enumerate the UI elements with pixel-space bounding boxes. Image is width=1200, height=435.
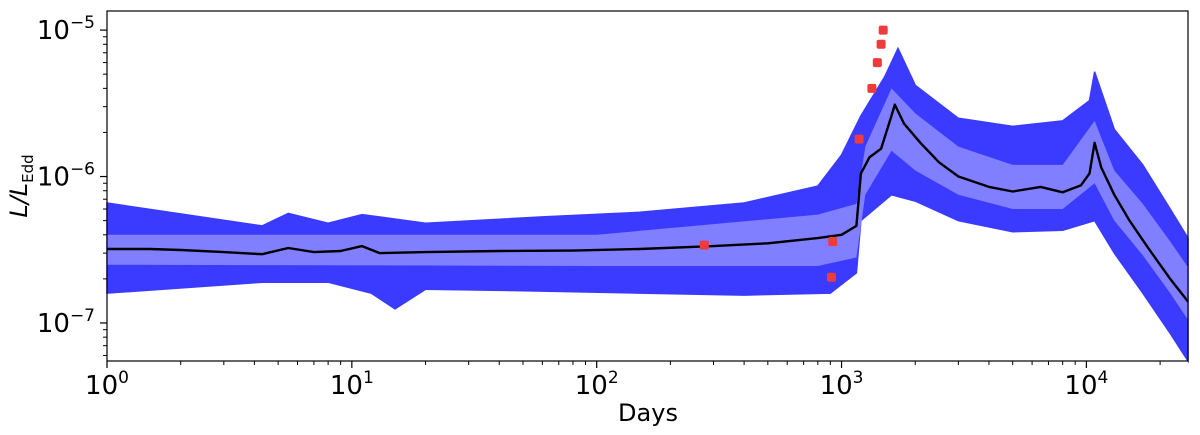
uncertainty-bands: [106, 46, 1189, 364]
x-tick-label-4: 104: [1064, 368, 1108, 401]
observation-point-7: [876, 39, 886, 49]
x-tick-label-0: 100: [85, 368, 129, 401]
observation-point-4: [854, 134, 864, 144]
x-tick-label-3: 103: [820, 368, 864, 401]
y-axis-ticks: 10−7 10−6 10−5: [37, 13, 107, 356]
y-tick-label-1: 10−6: [37, 160, 95, 193]
observation-point-5: [867, 83, 877, 93]
plot-frame: [106, 10, 1189, 362]
x-tick-label-1: 101: [330, 368, 374, 401]
y-axis-title-main: L/L: [5, 183, 33, 218]
y-tick-label-0: 10−7: [37, 306, 95, 339]
x-axis-ticks: 100 101 102 103 104: [85, 361, 1161, 401]
observation-point-6: [872, 58, 882, 68]
x-axis-title: Days: [618, 399, 678, 427]
y-axis-title-subscript: Edd: [19, 154, 37, 183]
median-line: [107, 103, 1189, 303]
y-axis-title: L/LEdd: [5, 154, 37, 217]
observation-point-2: [828, 237, 838, 246]
x-tick-label-2: 102: [575, 368, 619, 401]
observation-point-3: [827, 272, 836, 282]
y-tick-label-2: 10−5: [37, 13, 95, 46]
observation-point-8: [878, 25, 888, 35]
observations-group: [699, 25, 888, 282]
median-curve-group: [107, 103, 1189, 303]
observation-point-1: [699, 240, 709, 250]
inner-confidence-band: [107, 88, 1188, 320]
